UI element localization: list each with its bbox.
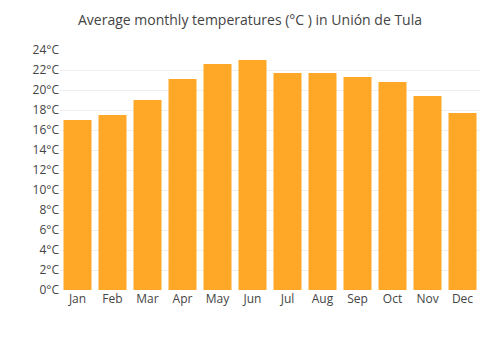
svg-text:22°C: 22°C <box>33 61 60 78</box>
svg-text:Dec: Dec <box>452 290 473 307</box>
svg-text:Nov: Nov <box>416 290 438 307</box>
svg-text:6°C: 6°C <box>39 221 59 238</box>
svg-text:May: May <box>206 290 230 307</box>
svg-text:Jan: Jan <box>68 290 86 307</box>
svg-text:Average monthly temperatures (: Average monthly temperatures (°C ) in Un… <box>78 10 422 29</box>
svg-text:14°C: 14°C <box>33 141 60 158</box>
svg-text:Oct: Oct <box>383 290 402 307</box>
svg-text:10°C: 10°C <box>33 181 60 198</box>
svg-text:Aug: Aug <box>312 290 334 307</box>
svg-text:20°C: 20°C <box>33 81 60 98</box>
svg-text:12°C: 12°C <box>33 161 60 178</box>
svg-text:2°C: 2°C <box>39 261 59 278</box>
svg-text:0°C: 0°C <box>39 281 59 298</box>
svg-text:16°C: 16°C <box>33 121 60 138</box>
svg-text:24°C: 24°C <box>33 41 60 58</box>
svg-text:Feb: Feb <box>102 290 122 307</box>
svg-text:4°C: 4°C <box>39 241 59 258</box>
svg-text:Apr: Apr <box>173 290 193 307</box>
svg-text:8°C: 8°C <box>39 201 59 218</box>
svg-text:Jun: Jun <box>243 290 262 307</box>
svg-text:Mar: Mar <box>136 290 158 307</box>
svg-text:Jul: Jul <box>280 290 295 307</box>
svg-text:Sep: Sep <box>347 290 368 307</box>
svg-text:18°C: 18°C <box>33 101 60 118</box>
